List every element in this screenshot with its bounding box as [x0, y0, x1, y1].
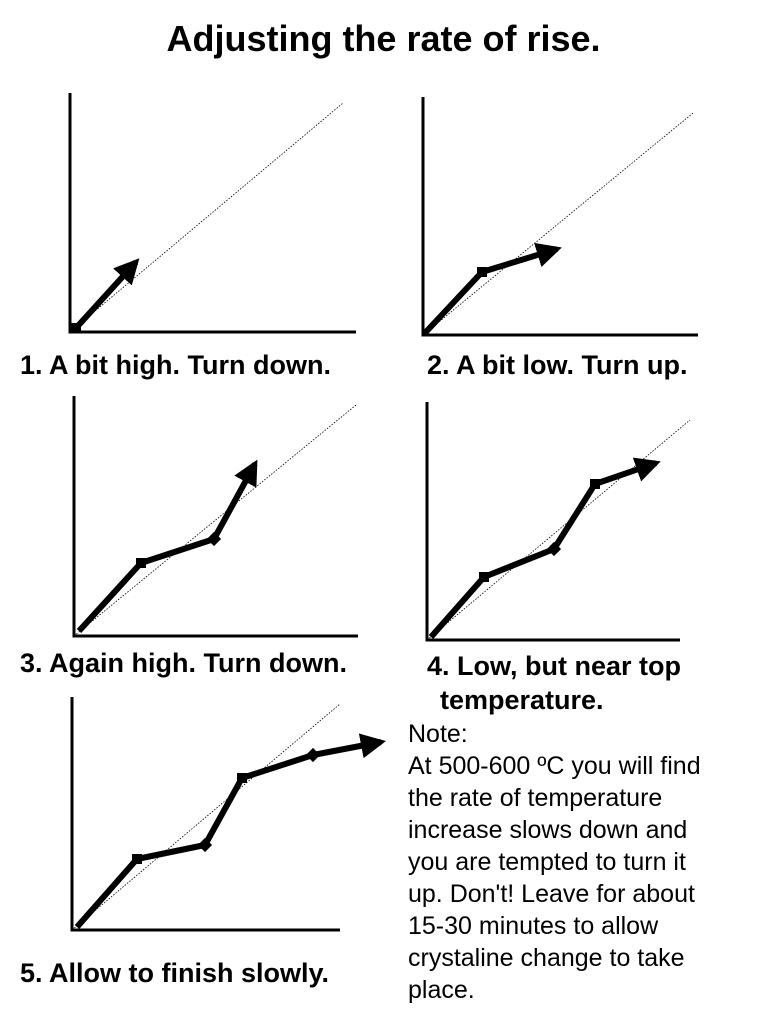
panel-1-target-line	[69, 102, 344, 333]
panel-4-caption-line: 4. Low, but near top	[427, 651, 681, 681]
panel-4-graph	[425, 402, 691, 642]
panel-1-graph	[68, 93, 356, 334]
panel-4-point	[590, 479, 600, 489]
panel-4-axes	[425, 402, 680, 642]
panel-4-point	[479, 572, 489, 582]
panel-1-caption: 1. A bit high. Turn down.	[20, 350, 331, 380]
note-line: 15-30 minutes to allow	[408, 912, 659, 940]
panel-3-graph	[72, 396, 358, 638]
panel-5-rise-arrow	[74, 733, 386, 929]
panel-5-point	[305, 747, 321, 763]
page-title: Adjusting the rate of rise.	[166, 18, 601, 59]
panel-4-caption: 4. Low, but near top temperature.	[427, 649, 681, 717]
panel-5-point	[237, 773, 247, 783]
panel-5-point	[197, 837, 213, 853]
panel-2-rise-arrow	[421, 242, 562, 337]
panel-5-target-line	[71, 703, 341, 931]
panel-2-graph	[421, 97, 698, 337]
panel-5-graph	[70, 697, 386, 932]
panel-3-rise-arrow	[76, 459, 258, 634]
panel-4-rise-arrow	[428, 457, 661, 639]
panel-1-rise-arrow	[73, 258, 140, 331]
note-line: place.	[408, 976, 475, 1004]
note-line: the rate of temperature	[408, 784, 663, 812]
panel-4-point	[546, 541, 562, 557]
panel-4-target-line	[426, 419, 691, 641]
note-line: increase slows down and	[408, 816, 688, 844]
panel-2-point	[477, 267, 487, 277]
panel-5-point	[132, 854, 142, 864]
panel-3-caption: 3. Again high. Turn down.	[20, 648, 347, 678]
note-line: up. Don't! Leave for about	[408, 880, 695, 908]
note-block: Note: At 500-600 ºC you will find the ra…	[408, 718, 763, 1006]
note-line: crystaline change to take	[408, 944, 685, 972]
panel-4-caption-line: temperature.	[440, 685, 604, 715]
panel-5-axes	[70, 697, 340, 932]
panel-1-point	[71, 323, 81, 333]
panel-3-target-line	[73, 404, 357, 637]
panel-2-caption: 2. A bit low. Turn up.	[427, 350, 688, 380]
panel-3-axes	[72, 396, 358, 638]
panel-2-axes	[421, 97, 698, 337]
note-line: you are tempted to turn it	[408, 848, 686, 876]
note-line: At 500-600 ºC you will find	[408, 752, 701, 780]
note-heading: Note:	[408, 720, 468, 748]
panel-5-caption: 5. Allow to finish slowly.	[20, 958, 330, 988]
panel-2-target-line	[422, 112, 694, 336]
panel-3-point	[136, 558, 146, 568]
panel-3-point	[206, 531, 222, 547]
